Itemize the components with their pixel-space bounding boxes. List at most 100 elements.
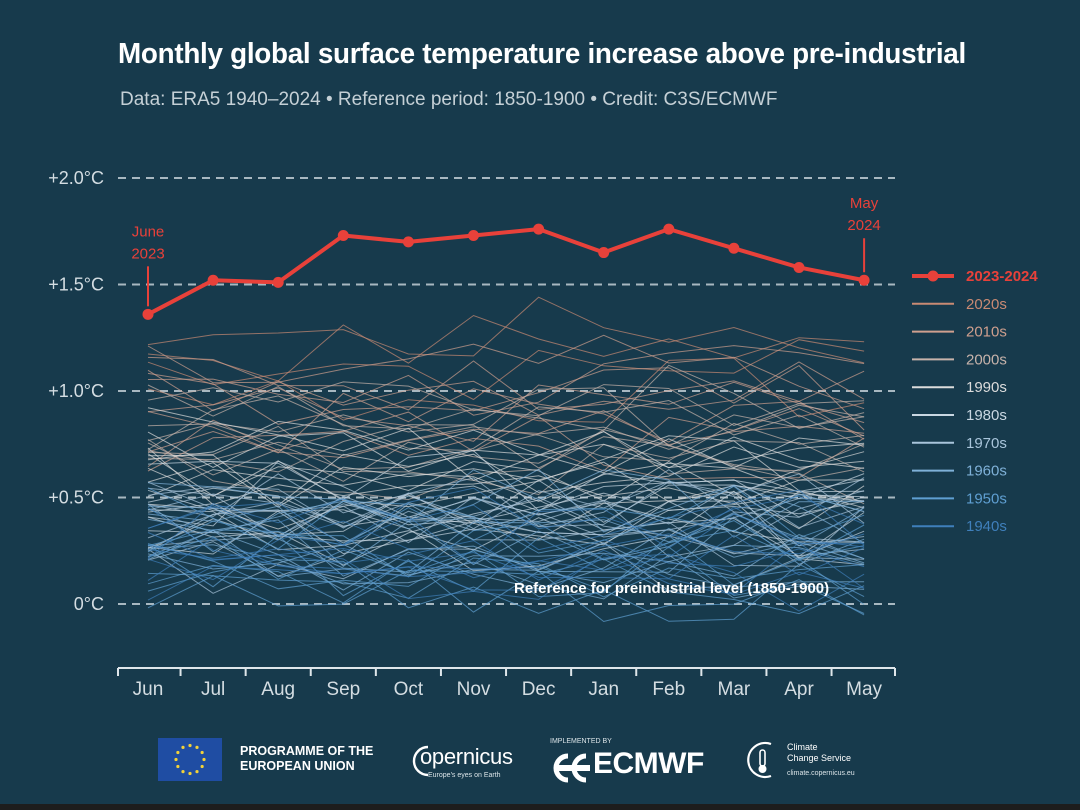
highlight-point: [858, 274, 870, 286]
highlight-point: [793, 261, 805, 273]
series-line-1940s: [147, 537, 865, 581]
eu-star: [188, 771, 192, 776]
series-line-2000s: [147, 387, 865, 447]
series-line-1990s: [147, 407, 865, 481]
series-line-1940s: [147, 489, 865, 559]
series-line-1990s: [147, 462, 865, 503]
series-line-2010s: [147, 411, 865, 480]
legend: 2023-2024 2020s 2010s 2000s 1990s 1980s 1970s 1…: [912, 268, 1038, 535]
series-line-1950s: [147, 534, 865, 605]
legend-label: 2000s: [966, 351, 1007, 368]
highlight-point: [207, 274, 219, 286]
chart-subtitle: Data: ERA5 1940–2024 • Reference period:…: [120, 89, 778, 110]
series-line-1940s: [147, 520, 865, 581]
copernicus-tagline: Europe's eyes on Earth: [428, 772, 501, 779]
ecmwf-logo: IMPLEMENTED BY ECMWF: [550, 738, 720, 783]
series-line-1940s: [147, 502, 865, 565]
chart-title: Monthly global surface temperature incre…: [118, 38, 966, 70]
legend-label: 1970s: [966, 435, 1007, 452]
highlight-annotations: June 2023 May 2024: [131, 195, 881, 307]
highlight-point: [663, 223, 675, 235]
copernicus-wordmark: opernicus: [420, 744, 513, 769]
thermometer-icon: [747, 741, 772, 779]
eu-star: [202, 757, 206, 762]
x-tick-label: Mar: [718, 679, 751, 700]
x-tick-label: Jul: [201, 679, 225, 700]
series-line-1990s: [147, 485, 865, 540]
legend-label: 1940s: [966, 518, 1007, 535]
series-line-2010s: [147, 361, 865, 416]
series-line-1970s: [147, 473, 865, 530]
highlight-point: [402, 236, 414, 248]
series-line-1990s: [147, 447, 865, 506]
legend-label: 1980s: [966, 407, 1007, 424]
copernicus-logo: opernicus Europe's eyes on Earth: [406, 739, 526, 783]
series-line-1940s: [147, 542, 865, 594]
eu-star: [176, 750, 180, 755]
series-line-1940s: [147, 507, 865, 578]
series-line-2000s: [147, 424, 865, 481]
series-line-2000s: [147, 429, 865, 505]
x-tick-label: Jun: [133, 679, 164, 700]
historic-lines: [147, 296, 865, 623]
legend-label: 1990s: [966, 379, 1007, 396]
x-tick-label: Dec: [522, 679, 556, 700]
highlight-point: [533, 223, 545, 235]
x-tick-label: Jan: [588, 679, 619, 700]
series-line-1950s: [147, 543, 865, 614]
series-line-2010s: [147, 345, 865, 416]
eu-line-1: PROGRAMME OF THE: [240, 744, 374, 758]
series-line-2000s: [147, 364, 865, 431]
series-line-1950s: [147, 487, 865, 554]
series-line-2010s: [147, 364, 865, 431]
series-line-2000s: [147, 422, 865, 462]
series-line-1950s: [147, 485, 865, 547]
highlight-point: [468, 230, 479, 242]
series-line-2000s: [147, 381, 865, 427]
legend-marker-highlight: [927, 270, 939, 282]
series-line-1970s: [147, 490, 865, 558]
eu-star: [174, 757, 178, 762]
series-line-1970s: [147, 496, 865, 557]
series-line-1960s: [147, 468, 865, 544]
eu-star: [195, 745, 199, 749]
y-tick-label: +0.5°C: [48, 488, 104, 508]
series-line-2010s: [147, 356, 865, 411]
x-tick-label: Sep: [326, 679, 360, 700]
temperature-chart: +2.0°C +1.5°C +1.0°C +0.5°C 0°C Jun Jul Aug Sep…: [48, 168, 1038, 700]
series-line-1970s: [147, 509, 865, 555]
highlight-point: [598, 247, 610, 259]
ecmwf-mark-icon: [553, 753, 590, 783]
annotation-text: May: [850, 195, 879, 212]
series-line-1940s: [147, 487, 865, 546]
eu-star: [176, 764, 180, 769]
series-line-1950s: [147, 558, 865, 623]
series-line-2010s: [147, 334, 865, 410]
legend-label: 1950s: [966, 490, 1007, 507]
y-tick-label: 0°C: [74, 594, 104, 614]
annotation-text: 2023: [131, 245, 164, 262]
series-line-2020s: [147, 296, 865, 364]
c3s-url: climate.copernicus.eu: [787, 770, 855, 777]
legend-label: 2010s: [966, 324, 1007, 341]
highlight-point: [272, 276, 284, 288]
eu-flag-icon: [158, 738, 222, 781]
series-line-2010s: [147, 388, 865, 454]
eu-star: [195, 770, 199, 774]
highlight-series-2023-2024: [142, 223, 870, 320]
eu-programme-text: PROGRAMME OF THE EUROPEAN UNION: [240, 744, 373, 774]
x-tick-label: Apr: [784, 679, 814, 700]
y-axis: +2.0°C +1.5°C +1.0°C +0.5°C 0°C: [48, 168, 104, 614]
series-line-2000s: [147, 430, 865, 482]
implemented-by-text: IMPLEMENTED BY: [550, 738, 612, 745]
highlight-point: [142, 308, 154, 320]
annotation-text: June: [132, 223, 165, 240]
series-line-2020s: [147, 314, 865, 382]
series-line-1950s: [147, 558, 865, 615]
reference-label: Reference for preindustrial level (1850-…: [514, 580, 829, 597]
series-line-1980s: [147, 500, 865, 546]
c3s-line-1: Climate: [787, 742, 818, 752]
series-line-1980s: [147, 450, 865, 512]
series-line-1990s: [147, 420, 865, 474]
footer-logos: PROGRAMME OF THE EUROPEAN UNION opernicu…: [0, 725, 1080, 805]
